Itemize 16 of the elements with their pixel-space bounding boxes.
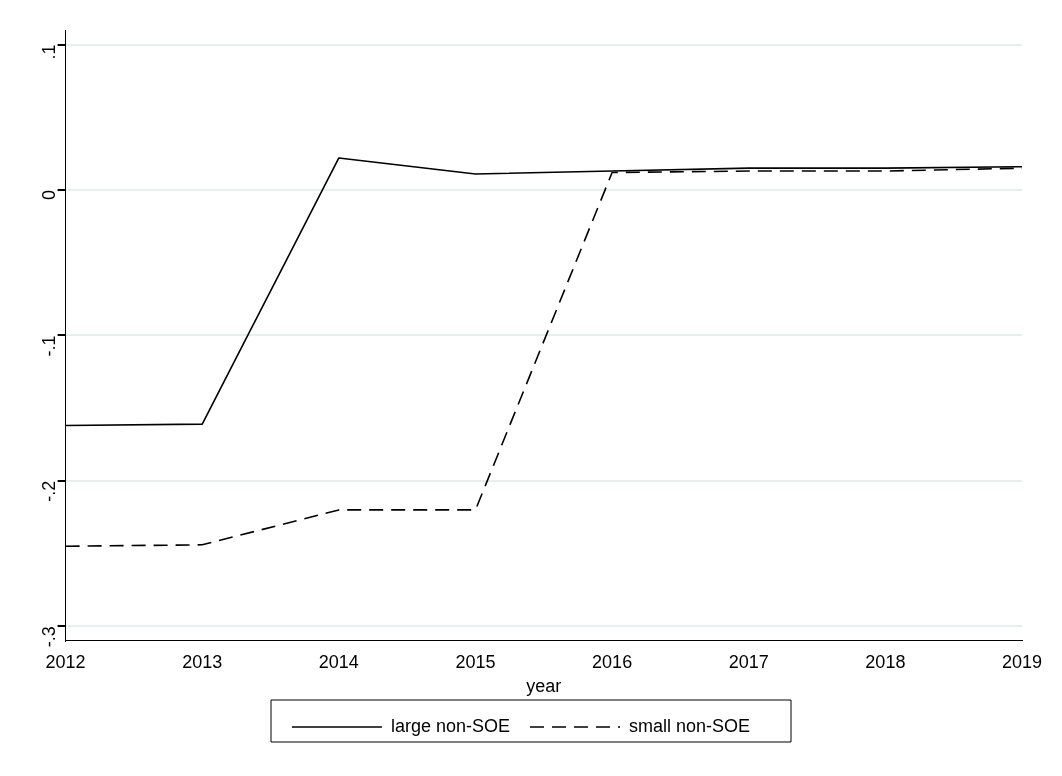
x-tick-label: 2012 — [45, 651, 86, 672]
y-tick-label: 0 — [38, 189, 59, 200]
legend-label: small non-SOE — [629, 715, 751, 736]
x-tick-label: 2016 — [592, 651, 633, 672]
y-tick-label: -.2 — [38, 480, 59, 502]
x-tick-label: 2019 — [1001, 651, 1043, 672]
y-tick-label: .1 — [38, 44, 59, 60]
x-axis-title: year — [526, 676, 562, 697]
x-tick-label: 2013 — [182, 651, 223, 672]
legend-label: large non-SOE — [390, 715, 511, 736]
y-tick-label: -.1 — [38, 335, 59, 357]
x-tick-label: 2018 — [865, 651, 906, 672]
x-tick-label: 2015 — [455, 651, 496, 672]
x-tick-label: 2014 — [318, 651, 359, 672]
x-tick-label: 2017 — [728, 651, 769, 672]
y-tick-label: -.3 — [38, 626, 59, 648]
